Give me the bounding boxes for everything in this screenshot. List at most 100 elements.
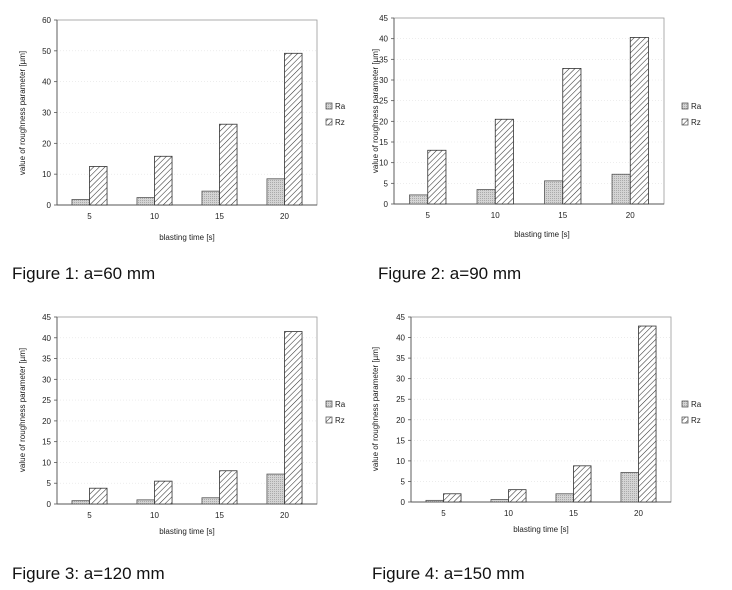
y-tick-label: 15 (42, 438, 51, 447)
y-axis-label: value of roughness parameter [µm] (371, 49, 380, 173)
y-tick-label: 10 (42, 170, 51, 179)
bar-ra (425, 499, 444, 503)
bar-ra (136, 499, 155, 505)
legend-label-rz: Rz (691, 118, 701, 127)
y-tick-label: 30 (396, 375, 405, 384)
y-tick-label: 15 (379, 138, 388, 147)
bar-rz (154, 480, 173, 505)
y-tick-label: 25 (42, 396, 51, 405)
legend-swatch-rz (681, 416, 689, 424)
y-axis-label: value of roughness parameter [µm] (371, 347, 380, 471)
x-tick-label: 5 (441, 509, 446, 518)
x-tick-label: 10 (150, 511, 159, 520)
y-tick-label: 45 (379, 14, 388, 23)
x-tick-label: 20 (280, 511, 289, 520)
y-tick-label: 35 (396, 354, 405, 363)
x-tick-label: 15 (215, 511, 224, 520)
legend-label-ra: Ra (691, 400, 702, 409)
bar-ra (136, 197, 155, 206)
x-tick-label: 5 (426, 211, 431, 220)
y-tick-label: 20 (379, 117, 388, 126)
y-tick-label: 30 (42, 375, 51, 384)
y-tick-label: 40 (379, 35, 388, 44)
legend-swatch-ra (325, 102, 333, 110)
bar-rz (562, 68, 582, 205)
bar-ra (611, 173, 631, 205)
y-tick-label: 20 (42, 417, 51, 426)
x-axis-label: blasting time [s] (159, 527, 215, 536)
x-tick-label: 15 (569, 509, 578, 518)
x-tick-label: 20 (626, 211, 635, 220)
chart-panel-4: 0 5 10 15 20 25 30 35 40 45 5 10 15 20 value of roughn… (366, 295, 732, 590)
y-tick-label: 25 (379, 97, 388, 106)
legend-swatch-rz (325, 416, 333, 424)
chart-3: 0 5 10 15 20 25 30 35 40 45 5 10 15 20 value of roughn… (18, 313, 346, 536)
bar-ra (71, 199, 90, 206)
y-tick-label: 30 (42, 109, 51, 118)
bar-rz (443, 493, 462, 503)
bar-rz (284, 52, 303, 206)
y-tick-label: 5 (47, 479, 52, 488)
y-tick-label: 0 (47, 500, 52, 509)
x-tick-label: 20 (280, 212, 289, 221)
chart-panel-1: 0 10 20 30 40 50 60 5 10 15 20 value of roughness p… (0, 0, 366, 295)
bar-rz (89, 166, 108, 206)
legend-swatch-ra (325, 400, 333, 408)
chart-1: 0 10 20 30 40 50 60 5 10 15 20 value of roughness p… (18, 16, 346, 242)
legend-swatch-rz (681, 118, 689, 126)
legend-label-rz: Rz (335, 416, 345, 425)
bar-ra (71, 500, 90, 505)
y-tick-label: 60 (42, 16, 51, 25)
y-tick-label: 10 (42, 458, 51, 467)
x-tick-label: 15 (558, 211, 567, 220)
bar-rz (284, 331, 303, 505)
legend-label-ra: Ra (335, 400, 346, 409)
y-tick-label: 50 (42, 47, 51, 56)
bar-ra (476, 189, 496, 205)
y-tick-label: 35 (42, 355, 51, 364)
y-tick-label: 5 (384, 179, 389, 188)
y-tick-label: 40 (396, 334, 405, 343)
bar-ra (555, 493, 574, 503)
y-tick-label: 40 (42, 334, 51, 343)
y-tick-label: 15 (396, 436, 405, 445)
figure-4-caption: Figure 4: a=150 mm (372, 564, 525, 583)
x-tick-label: 10 (150, 212, 159, 221)
legend-label-ra: Ra (335, 102, 346, 111)
legend-label-ra: Ra (691, 102, 702, 111)
y-tick-label: 35 (379, 55, 388, 64)
y-tick-label: 10 (379, 159, 388, 168)
bar-rz (427, 149, 447, 205)
figure-2-caption: Figure 2: a=90 mm (378, 264, 522, 283)
y-tick-label: 40 (42, 78, 51, 87)
legend-label-rz: Rz (691, 416, 701, 425)
bar-ra (201, 497, 220, 505)
y-axis-label: value of roughness parameter [µm] (18, 348, 27, 472)
bar-rz (219, 123, 238, 206)
legend-swatch-rz (325, 118, 333, 126)
bar-ra (409, 194, 429, 205)
x-tick-label: 5 (87, 212, 92, 221)
bar-rz (638, 325, 657, 503)
bar-ra (266, 473, 285, 505)
chart-panel-3: 0 5 10 15 20 25 30 35 40 45 5 10 15 20 value of roughn… (0, 295, 366, 590)
bar-ra (266, 178, 285, 206)
figure-1-caption: Figure 1: a=60 mm (12, 264, 156, 283)
x-tick-label: 20 (634, 509, 643, 518)
y-tick-label: 0 (384, 200, 389, 209)
x-axis-label: blasting time [s] (159, 233, 215, 242)
bar-rz (629, 37, 649, 205)
figure-3-caption: Figure 3: a=120 mm (12, 564, 165, 583)
y-tick-label: 25 (396, 395, 405, 404)
y-tick-label: 10 (396, 457, 405, 466)
bar-ra (620, 471, 639, 503)
bar-rz (154, 155, 173, 206)
chart-panel-2: 0 5 10 15 20 25 30 35 40 45 5 10 15 20 value of roughn… (366, 0, 732, 295)
y-tick-label: 30 (379, 76, 388, 85)
chart-4: 0 5 10 15 20 25 30 35 40 45 5 10 15 20 value of roughn… (371, 313, 702, 534)
bar-rz (573, 465, 592, 503)
bar-rz (89, 487, 108, 505)
bar-ra (201, 190, 220, 206)
legend-label-rz: Rz (335, 118, 345, 127)
